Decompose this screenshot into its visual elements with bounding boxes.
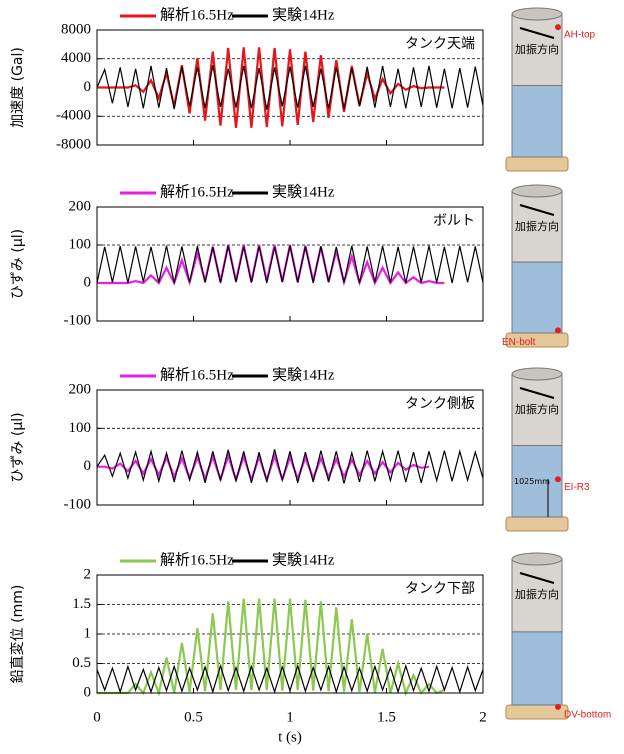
annotation: タンク側板 — [405, 396, 475, 412]
sensor-label: EN-bolt — [502, 337, 536, 348]
y-tick-label: 4000 — [61, 50, 91, 66]
tank-top — [512, 8, 562, 20]
sensor-label: EI-R3 — [564, 482, 590, 493]
annotation: タンク下部 — [405, 581, 475, 597]
x-tick-label: 1 — [286, 709, 294, 725]
dimension-label: 1025mm — [514, 477, 550, 486]
series-line — [97, 65, 483, 110]
figure: -8000 -4000 0 4000 8000 解析16.5Hz 実験14Hz タンク天端加速… — [0, 0, 624, 749]
tank-top — [512, 185, 562, 197]
legend-label: 実験14Hz — [272, 551, 335, 568]
y-tick-label: 8000 — [61, 21, 91, 37]
x-tick-label: 1.5 — [377, 709, 396, 725]
direction-label: 加振方向 — [515, 402, 559, 416]
x-tick-label: 0.5 — [184, 709, 203, 725]
tank-base — [506, 517, 568, 531]
sensor-label: AH-top — [564, 30, 596, 41]
y-tick-label: 2 — [84, 566, 92, 582]
tank-illustration: 加振方向 DV-bottom — [506, 553, 611, 721]
tank-liquid — [512, 632, 562, 705]
tank-base — [506, 157, 568, 171]
tank-liquid — [512, 262, 562, 333]
y-axis-label: ひずみ (μl) — [10, 412, 26, 482]
y-tick-label: 0 — [84, 274, 92, 290]
direction-label: 加振方向 — [515, 42, 559, 56]
x-tick-label: 0 — [93, 709, 101, 725]
y-tick-label: 100 — [69, 236, 92, 252]
sensor-label: DV-bottom — [564, 710, 611, 721]
sensor-dot — [555, 476, 561, 482]
y-axis-label: 加速度 (Gal) — [10, 47, 26, 128]
y-axis-label: 鉛直変位 (mm) — [9, 585, 26, 684]
y-tick-label: -8000 — [56, 136, 91, 152]
page: -8000 -4000 0 4000 8000 解析16.5Hz 実験14Hz タンク天端加速… — [0, 0, 624, 754]
legend-label: 解析16.5Hz — [160, 366, 234, 383]
legend-label: 実験14Hz — [272, 183, 335, 200]
tank-top — [512, 553, 562, 565]
y-tick-label: 1.5 — [72, 596, 91, 612]
sensor-dot — [555, 24, 561, 30]
y-tick-label: 200 — [69, 198, 92, 214]
tank-illustration: 加振方向 AH-top — [506, 8, 596, 171]
y-tick-label: 0.5 — [72, 655, 91, 671]
y-tick-label: -100 — [64, 312, 92, 328]
sensor-dot — [555, 327, 561, 333]
annotation: タンク天端 — [405, 36, 475, 52]
y-tick-label: 0 — [84, 684, 92, 700]
legend-label: 実験14Hz — [272, 6, 335, 23]
x-axis-label: t (s) — [278, 729, 302, 745]
tank-top — [512, 368, 562, 380]
y-tick-label: 200 — [69, 381, 92, 397]
y-tick-label: 0 — [84, 458, 92, 474]
y-tick-label: -4000 — [56, 108, 91, 124]
legend-label: 解析16.5Hz — [160, 183, 234, 200]
series-line — [97, 246, 483, 283]
tank-illustration: 加振方向 EI-R3 1025mm — [506, 368, 590, 531]
legend-label: 解析16.5Hz — [160, 551, 234, 568]
direction-label: 加振方向 — [515, 587, 559, 601]
sensor-dot — [555, 704, 561, 710]
y-axis-label: ひずみ (μl) — [10, 229, 26, 299]
y-tick-label: 100 — [69, 420, 92, 436]
legend-label: 実験14Hz — [272, 366, 335, 383]
tank-liquid — [512, 86, 562, 157]
y-tick-label: 1 — [84, 625, 92, 641]
y-tick-label: -100 — [64, 496, 92, 512]
y-tick-label: 0 — [84, 79, 92, 95]
legend-label: 解析16.5Hz — [160, 6, 234, 23]
tank-illustration: 加振方向 EN-bolt — [502, 185, 568, 348]
annotation: ボルト — [433, 213, 475, 229]
x-tick-label: 2 — [479, 709, 487, 725]
direction-label: 加振方向 — [515, 219, 559, 233]
